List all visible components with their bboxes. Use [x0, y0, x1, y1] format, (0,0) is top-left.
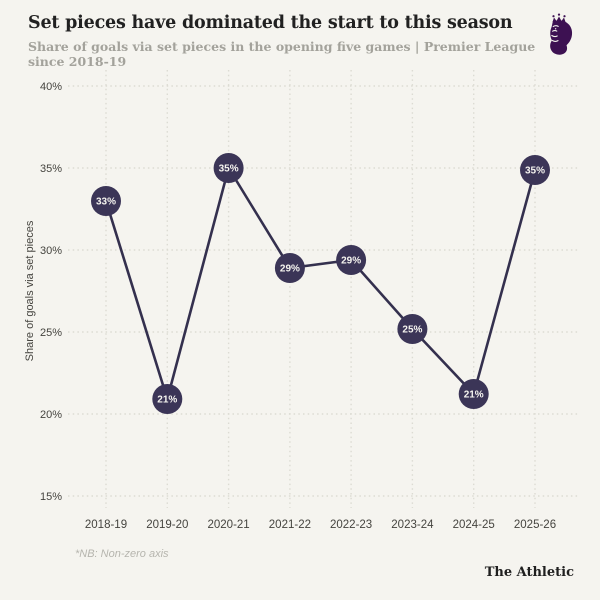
footnote: *NB: Non-zero axis [75, 548, 169, 560]
chart-subtitle: Share of goals via set pieces in the ope… [28, 39, 536, 69]
horizontal-gridlines [68, 85, 578, 497]
vertical-gridlines [105, 70, 536, 508]
data-point-label: 33% [96, 197, 116, 208]
data-point-2018-19: 33% [91, 186, 121, 216]
data-point-2022-23: 29% [336, 245, 367, 275]
data-point-label: 35% [525, 166, 545, 177]
y-axis-title: Share of goals via set pieces [24, 220, 36, 361]
premier-league-lion-icon [550, 13, 573, 55]
x-tick: 2021-22 [269, 519, 311, 531]
data-point-2019-20: 21% [152, 384, 183, 414]
x-tick: 2025-26 [514, 519, 556, 531]
data-point-label: 35% [219, 164, 239, 175]
data-point-label: 25% [402, 325, 422, 336]
y-axis-ticks: 40% 35% 30% 25% 20% 15% [40, 81, 62, 503]
y-tick: 15% [40, 491, 62, 503]
data-point-2021-22: 29% [274, 253, 305, 283]
data-point-2024-25: 21% [458, 379, 489, 409]
y-tick: 40% [40, 81, 62, 93]
data-point-2023-24: 25% [397, 314, 428, 344]
series-line [104, 164, 537, 404]
y-tick: 35% [40, 163, 62, 175]
x-tick: 2023-24 [391, 519, 434, 531]
y-tick: 20% [40, 409, 62, 421]
page-title: Set pieces have dominated the start to t… [28, 13, 513, 33]
data-point-2025-26: 35% [520, 155, 550, 185]
data-point-label: 21% [157, 395, 177, 406]
data-point-label: 29% [280, 264, 300, 275]
x-tick: 2020-21 [207, 519, 249, 531]
x-tick: 2022-23 [330, 519, 372, 531]
x-tick: 2018-19 [85, 519, 127, 531]
data-point-label: 21% [464, 390, 484, 401]
data-point-2020-21: 35% [213, 153, 244, 183]
data-points: 33% 21% 35% 29% 29% 25% 21% 35% [91, 153, 550, 414]
data-point-label: 29% [341, 256, 361, 267]
y-tick: 25% [40, 327, 62, 339]
x-tick: 2024-25 [453, 519, 495, 531]
source-credit: The Athletic [484, 565, 574, 580]
x-axis-ticks: 2018-19 2019-20 2020-21 2021-22 2022-23 … [85, 519, 556, 531]
x-tick: 2019-20 [146, 519, 188, 531]
y-tick: 30% [40, 245, 62, 257]
